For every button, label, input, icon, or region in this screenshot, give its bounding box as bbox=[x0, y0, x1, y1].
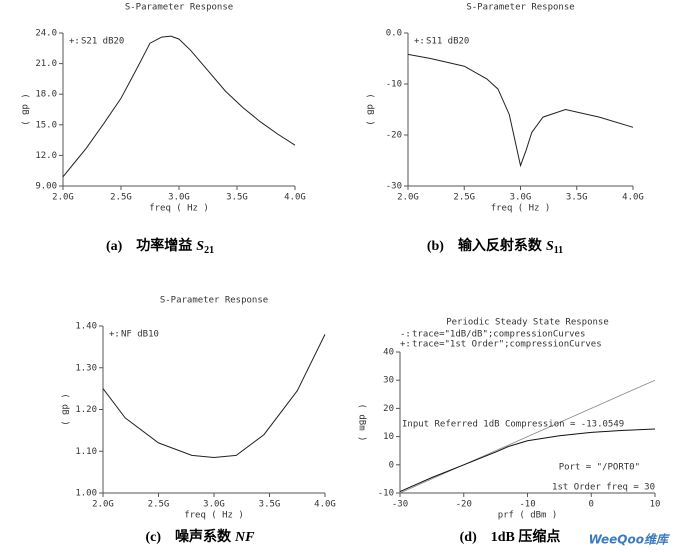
x-tick-label: 2.5G bbox=[148, 500, 170, 510]
legend-symbol: +: bbox=[400, 340, 411, 350]
x-tick-label: 4.0G bbox=[314, 500, 336, 510]
x-axis-label: freq ( Hz ) bbox=[184, 511, 244, 521]
y-tick-label: 1.20 bbox=[75, 405, 97, 415]
series-line bbox=[407, 53, 634, 168]
caption-symbol: S bbox=[546, 239, 554, 254]
y-tick-label: 40 bbox=[383, 348, 394, 358]
x-tick-label: 3.5G bbox=[566, 193, 588, 203]
y-tick-label: 1.00 bbox=[75, 489, 97, 499]
caption-text: 1dB 压缩点 bbox=[491, 528, 561, 545]
y-tick-label: 20 bbox=[383, 404, 394, 414]
caption-label: (c) bbox=[146, 530, 162, 545]
annotation: 1st Order freq = 30 bbox=[552, 483, 655, 493]
x-axis-label: prf ( dBm ) bbox=[498, 511, 558, 521]
caption-subscript: 11 bbox=[554, 245, 563, 256]
legend-label: trace="1st Order";compressionCurves bbox=[412, 340, 602, 350]
x-tick-label: 3.0G bbox=[510, 193, 532, 203]
legend-symbol: +: bbox=[69, 37, 80, 47]
annotation: Port = "/PORT0" bbox=[559, 463, 640, 473]
y-tick-label: 9.00 bbox=[35, 182, 57, 192]
caption-symbol: S bbox=[196, 239, 204, 254]
x-tick-label: 2.0G bbox=[92, 500, 114, 510]
x-tick-label: -30 bbox=[392, 500, 408, 510]
x-tick-label: -10 bbox=[519, 500, 535, 510]
y-tick-label: 30 bbox=[383, 376, 394, 386]
caption-text: 输入反射系数 bbox=[458, 237, 543, 254]
caption-label: (a) bbox=[106, 239, 123, 254]
chart-title: S-Parameter Response bbox=[125, 3, 233, 13]
y-axis-label: ( dB ) bbox=[60, 393, 70, 426]
legend-label: trace="1dB/dB";compressionCurves bbox=[412, 330, 585, 340]
caption-label: (d) bbox=[460, 530, 477, 545]
x-tick-label: 2.5G bbox=[453, 193, 475, 203]
legend-symbol: +: bbox=[109, 330, 120, 340]
y-tick-label: -20 bbox=[386, 131, 402, 141]
y-tick-label: 1.30 bbox=[75, 363, 97, 373]
annotation: Input Referred 1dB Compression = -13.054… bbox=[402, 420, 624, 430]
y-axis-label: ( dB ) bbox=[365, 93, 375, 126]
legend-label: NF dB10 bbox=[121, 330, 159, 340]
x-tick-label: -20 bbox=[456, 500, 472, 510]
y-tick-label: 0 bbox=[389, 460, 394, 470]
series-line bbox=[399, 379, 656, 494]
y-tick-label: 0.0 bbox=[386, 29, 402, 39]
caption-label: (b) bbox=[427, 239, 444, 254]
caption: (c) 噪声系数 NF bbox=[146, 528, 256, 545]
y-tick-label: 21.0 bbox=[35, 59, 57, 69]
y-axis-label: ( dB ) bbox=[20, 93, 30, 126]
y-tick-label: 15.0 bbox=[35, 120, 57, 130]
y-tick-label: 12.0 bbox=[35, 151, 57, 161]
y-tick-label: 24.0 bbox=[35, 29, 57, 39]
series-line bbox=[399, 428, 656, 493]
chart-title: S-Parameter Response bbox=[160, 296, 268, 306]
legend-label: S21 dB20 bbox=[81, 37, 124, 47]
x-tick-label: 3.0G bbox=[203, 500, 225, 510]
caption: (d) 1dB 压缩点 bbox=[460, 528, 561, 545]
x-tick-label: 2.5G bbox=[110, 193, 132, 203]
x-tick-label: 4.0G bbox=[622, 193, 644, 203]
y-tick-label: 10 bbox=[383, 432, 394, 442]
x-tick-label: 0 bbox=[589, 500, 594, 510]
series-line bbox=[62, 35, 296, 178]
caption: (a) 功率增益 S21 bbox=[106, 237, 214, 256]
caption: (b) 输入反射系数 S11 bbox=[427, 237, 563, 256]
x-tick-label: 3.0G bbox=[168, 193, 190, 203]
chart-title: S-Parameter Response bbox=[466, 3, 574, 13]
legend-symbol: +: bbox=[414, 37, 425, 47]
x-tick-label: 10 bbox=[650, 500, 661, 510]
x-tick-label: 3.5G bbox=[259, 500, 281, 510]
caption-text: 功率增益 bbox=[136, 237, 192, 254]
x-tick-label: 3.5G bbox=[226, 193, 248, 203]
x-axis-label: freq ( Hz ) bbox=[491, 204, 551, 214]
legend-symbol: -: bbox=[400, 330, 411, 340]
y-tick-label: 18.0 bbox=[35, 90, 57, 100]
x-tick-label: 4.0G bbox=[284, 193, 306, 203]
caption-symbol: NF bbox=[234, 530, 255, 545]
x-tick-label: 2.0G bbox=[52, 193, 74, 203]
watermark: WeeQoo维库 bbox=[589, 533, 670, 547]
series-line bbox=[102, 334, 326, 459]
y-tick-label: 1.40 bbox=[75, 322, 97, 332]
y-axis-label: ( dBm ) bbox=[357, 404, 367, 442]
x-tick-label: 2.0G bbox=[397, 193, 419, 203]
y-tick-label: 1.10 bbox=[75, 447, 97, 457]
y-tick-label: -10 bbox=[386, 80, 402, 90]
y-tick-label: -30 bbox=[386, 182, 402, 192]
y-tick-label: -10 bbox=[378, 489, 394, 499]
chart-title: Periodic Steady State Response bbox=[446, 318, 609, 328]
caption-text: 噪声系数 bbox=[175, 528, 232, 545]
x-axis-label: freq ( Hz ) bbox=[149, 204, 209, 214]
caption-subscript: 21 bbox=[204, 245, 214, 256]
legend-label: S11 dB20 bbox=[426, 37, 469, 47]
